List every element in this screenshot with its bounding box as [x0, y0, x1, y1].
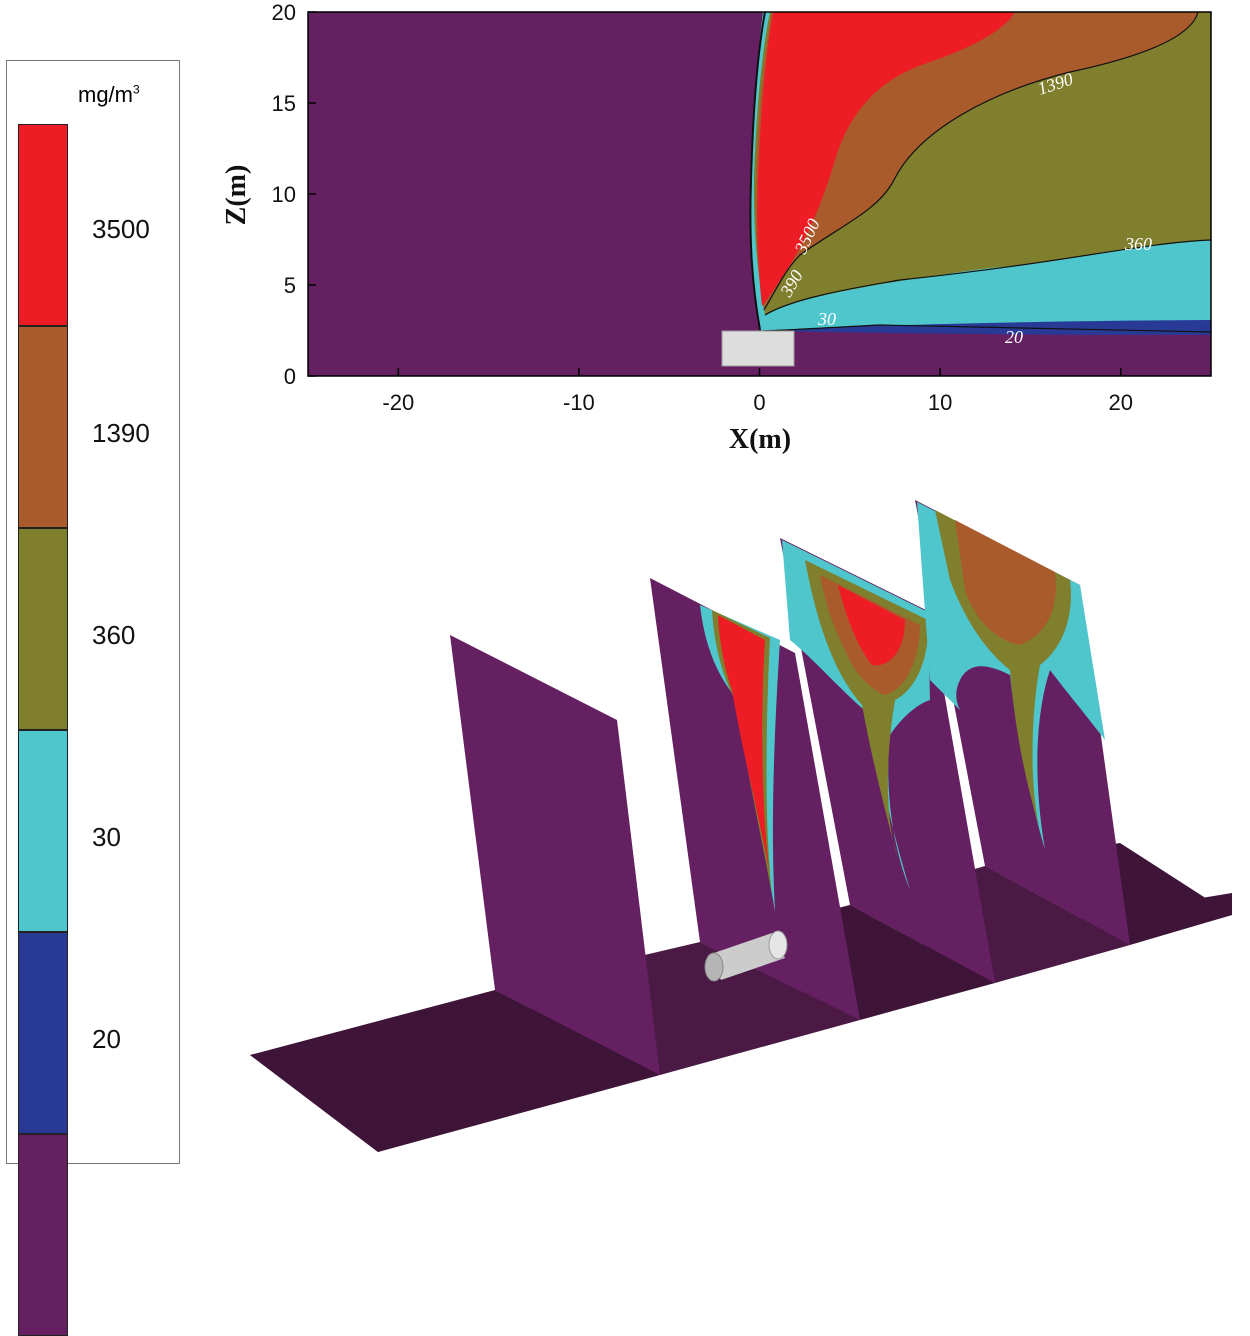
legend-swatch-20-30 [18, 932, 68, 1134]
region-red [757, 12, 1014, 306]
x-tick-label: 0 [753, 390, 765, 415]
y-tick-label: 20 [272, 0, 296, 25]
contour-line-3500 [763, 11, 1199, 311]
plane-1 [450, 635, 660, 1075]
contour-line-1390 [764, 239, 1212, 316]
contour-line-360 [760, 324, 1212, 333]
plane-4-plume-brown [955, 520, 1056, 645]
plane-3-plume-red [838, 585, 905, 666]
3d-scene [250, 500, 1232, 1152]
plot-area: 390 3500 1390 360 30 20 [307, 11, 1212, 377]
x-axis-title: X(m) [729, 424, 791, 455]
source-box [721, 330, 795, 367]
y-axis-title: Z(m) [221, 165, 252, 226]
cylinder-source [704, 930, 788, 982]
iso-label-360: 360 [1124, 234, 1152, 254]
x-tick-label: 10 [928, 390, 952, 415]
legend-unit-main: mg/m [78, 82, 133, 107]
iso-label-30: 30 [817, 309, 836, 329]
legend-unit-sup: 3 [133, 82, 140, 97]
legend-label-20: 20 [92, 1024, 121, 1054]
y-tick-label: 0 [284, 364, 296, 389]
legend-label-360: 360 [92, 620, 136, 650]
y-tick-label: 5 [284, 273, 296, 298]
legend-swatch-360-1390 [18, 528, 68, 730]
contour-chart: 390 3500 1390 360 30 20 -20 -10 0 10 20 0 5 10 1… [221, 0, 1212, 455]
legend-label-3500: 3500 [92, 214, 150, 244]
x-tick-label: -10 [563, 390, 595, 415]
legend-swatch-above-3500 [18, 124, 68, 326]
axes: -20 -10 0 10 20 0 5 10 15 20 [272, 0, 1133, 415]
legend-swatch-30-360 [18, 730, 68, 932]
legend-unit: mg/m3 [78, 82, 140, 108]
legend-label-1390: 1390 [92, 418, 150, 448]
shear-layer-line [749, 11, 766, 331]
y-tick-label: 15 [272, 91, 296, 116]
floor-segment-1 [250, 990, 660, 1152]
legend-label-30: 30 [92, 822, 121, 852]
legend-swatch-1390-3500 [18, 326, 68, 528]
x-tick-label: 20 [1108, 390, 1132, 415]
iso-label-20: 20 [1005, 327, 1023, 347]
x-tick-label: -20 [382, 390, 414, 415]
plane-2-plume-red [718, 615, 770, 875]
y-tick-label: 10 [272, 182, 296, 207]
